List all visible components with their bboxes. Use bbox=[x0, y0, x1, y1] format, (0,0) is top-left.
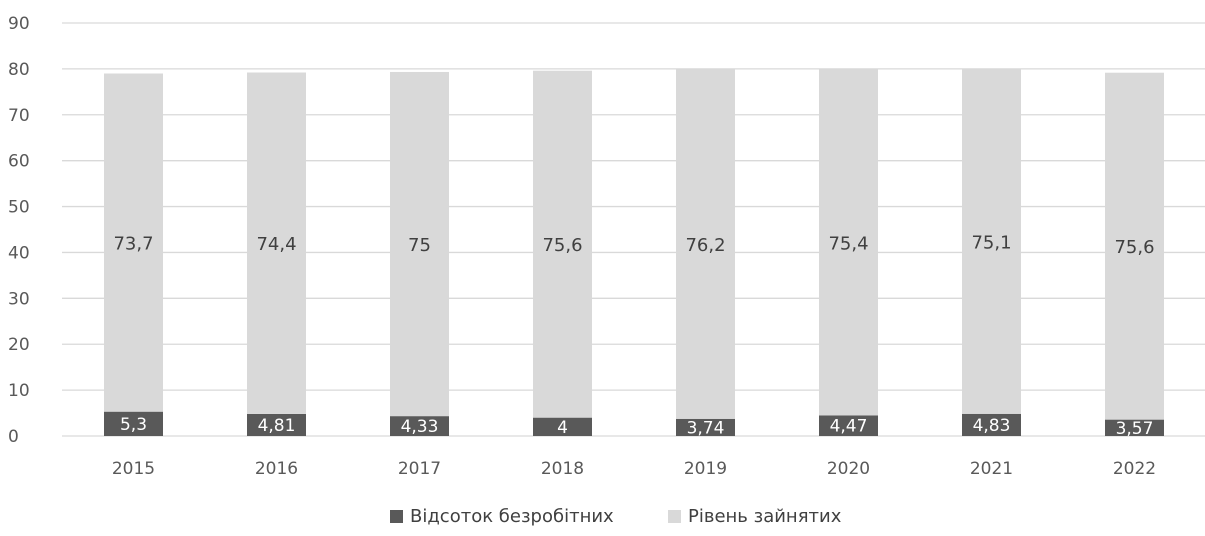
bar-employed-2016 bbox=[247, 72, 306, 414]
bar-employed-2015 bbox=[104, 73, 163, 412]
bars bbox=[104, 69, 1164, 436]
bar-unemployed-2020 bbox=[819, 415, 878, 436]
y-tick-label-70: 70 bbox=[8, 106, 30, 126]
bar-unemployed-2022 bbox=[1105, 419, 1164, 436]
data-label-unemployed-2016: 4,81 bbox=[258, 416, 296, 436]
bar-unemployed-2021 bbox=[962, 413, 1021, 436]
bar-unemployed-2015 bbox=[104, 411, 163, 436]
data-label-unemployed-2019: 3,74 bbox=[687, 418, 725, 438]
y-axis: 0 10 20 30 40 50 60 70 80 90 bbox=[8, 14, 30, 447]
bar-employed-2017 bbox=[390, 71, 449, 417]
x-tick-label-2016: 2016 bbox=[255, 459, 298, 479]
data-label-unemployed-2015: 5,3 bbox=[120, 415, 147, 435]
y-tick-label-90: 90 bbox=[8, 14, 30, 34]
data-label-employed-2022: 75,6 bbox=[1114, 237, 1154, 258]
y-tick-label-10: 10 bbox=[8, 381, 30, 401]
data-label-unemployed-2020: 4,47 bbox=[830, 417, 868, 437]
legend-label-1: Рівень зайнятих bbox=[688, 506, 842, 527]
bar-employed-2019 bbox=[676, 69, 735, 419]
x-tick-label-2021: 2021 bbox=[970, 459, 1013, 479]
data-label-unemployed-2018: 4 bbox=[557, 418, 568, 438]
x-tick-label-2018: 2018 bbox=[541, 459, 584, 479]
x-tick-label-2017: 2017 bbox=[398, 459, 441, 479]
y-tick-label-60: 60 bbox=[8, 152, 30, 172]
data-labels: 5,3 73,7 4,81 74,4 4,33 75 4 75,6 3,74 76,2 4,47 75… bbox=[113, 233, 1154, 439]
bar-unemployed-2017 bbox=[390, 416, 449, 436]
data-label-employed-2021: 75,1 bbox=[971, 233, 1011, 254]
data-label-unemployed-2021: 4,83 bbox=[973, 416, 1011, 436]
bar-employed-2018 bbox=[533, 70, 592, 418]
legend-swatch-1 bbox=[668, 510, 681, 523]
data-label-unemployed-2017: 4,33 bbox=[401, 417, 439, 437]
legend-swatch-0 bbox=[390, 510, 403, 523]
y-tick-label-80: 80 bbox=[8, 60, 30, 80]
bar-employed-2021 bbox=[962, 69, 1021, 414]
bar-employed-2022 bbox=[1105, 72, 1164, 420]
gridlines bbox=[62, 22, 1205, 437]
bar-employed-2020 bbox=[819, 69, 878, 416]
y-tick-label-20: 20 bbox=[8, 335, 30, 355]
data-label-employed-2020: 75,4 bbox=[828, 233, 868, 254]
data-label-unemployed-2022: 3,57 bbox=[1116, 419, 1154, 439]
data-label-employed-2016: 74,4 bbox=[256, 234, 296, 255]
bar-unemployed-2018 bbox=[533, 417, 592, 436]
legend-label-0: Відсоток безробітних bbox=[410, 506, 614, 527]
legend: Відсоток безробітних Рівень зайнятих bbox=[390, 506, 842, 527]
y-tick-label-50: 50 bbox=[8, 198, 30, 218]
y-tick-label-30: 30 bbox=[8, 289, 30, 309]
x-tick-label-2020: 2020 bbox=[827, 459, 870, 479]
y-tick-label-40: 40 bbox=[8, 243, 30, 263]
data-label-employed-2015: 73,7 bbox=[113, 234, 153, 255]
data-label-employed-2018: 75,6 bbox=[542, 235, 582, 256]
y-tick-label-0: 0 bbox=[8, 427, 19, 447]
x-tick-label-2019: 2019 bbox=[684, 459, 727, 479]
x-tick-label-2015: 2015 bbox=[112, 459, 155, 479]
bar-unemployed-2016 bbox=[247, 413, 306, 436]
data-label-employed-2017: 75 bbox=[408, 235, 431, 256]
x-tick-label-2022: 2022 bbox=[1113, 459, 1156, 479]
x-axis: 2015 2016 2017 2018 2019 2020 2021 2022 bbox=[112, 459, 1156, 479]
bar-unemployed-2019 bbox=[676, 418, 735, 436]
data-label-employed-2019: 76,2 bbox=[685, 235, 725, 256]
